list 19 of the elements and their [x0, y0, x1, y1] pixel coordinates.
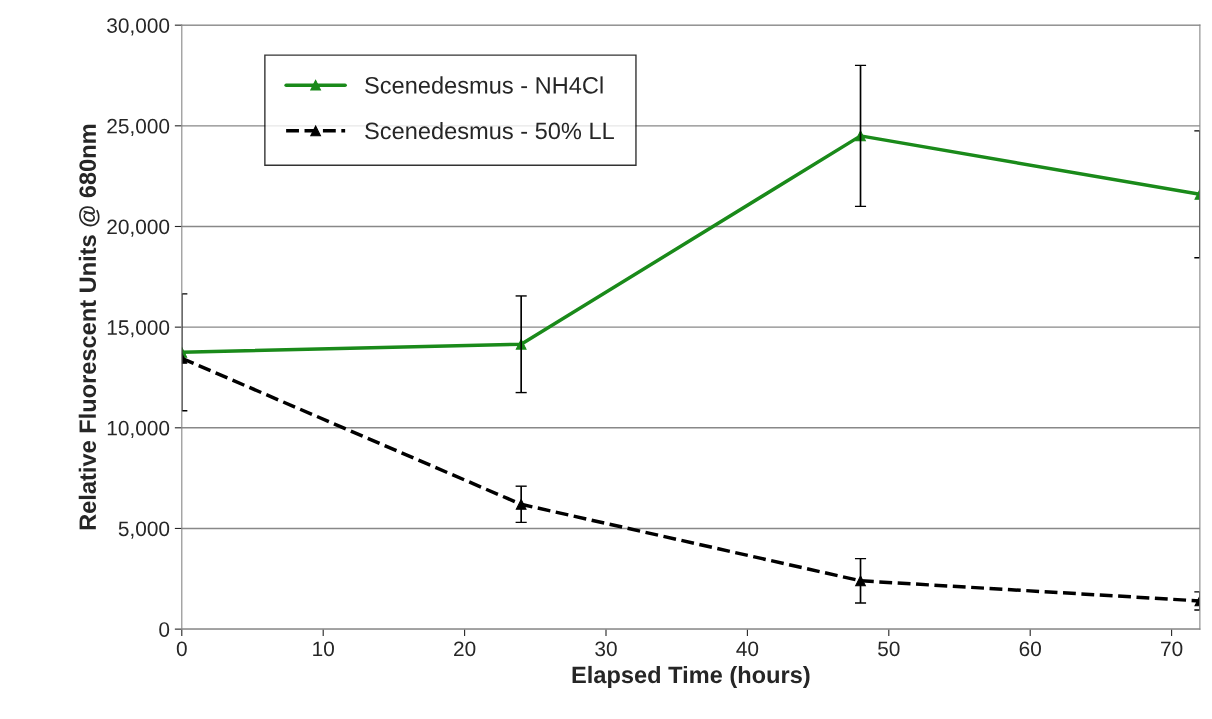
x-tick-label: 20 [454, 641, 476, 657]
legend-label: Scenedesmus - NH4Cl [365, 76, 603, 94]
x-tick-label: 30 [595, 641, 617, 657]
y-tick-label: 25,000 [107, 118, 170, 137]
y-tick-label: 30,000 [107, 18, 170, 36]
x-axis-title: Elapsed Time (hours) [572, 665, 810, 688]
legend-label: Scenedesmus - 50% LL [365, 121, 614, 140]
y-axis-title: Relative Fluorescent Units @ 680nm [78, 124, 100, 530]
x-tick-label: 60 [1019, 641, 1041, 657]
x-tick-label: 10 [313, 641, 334, 657]
x-tick-label: 50 [878, 641, 900, 657]
x-tick-label: 40 [736, 641, 759, 657]
y-tick-label: 5,000 [118, 521, 170, 539]
y-tick-label: 0 [159, 622, 170, 637]
y-tick-label: 10,000 [107, 420, 170, 439]
y-tick-label: 15,000 [107, 320, 170, 338]
x-tick-label: 70 [1161, 641, 1183, 657]
x-tick-label: 0 [176, 641, 187, 657]
y-tick-label: 20,000 [107, 219, 170, 237]
